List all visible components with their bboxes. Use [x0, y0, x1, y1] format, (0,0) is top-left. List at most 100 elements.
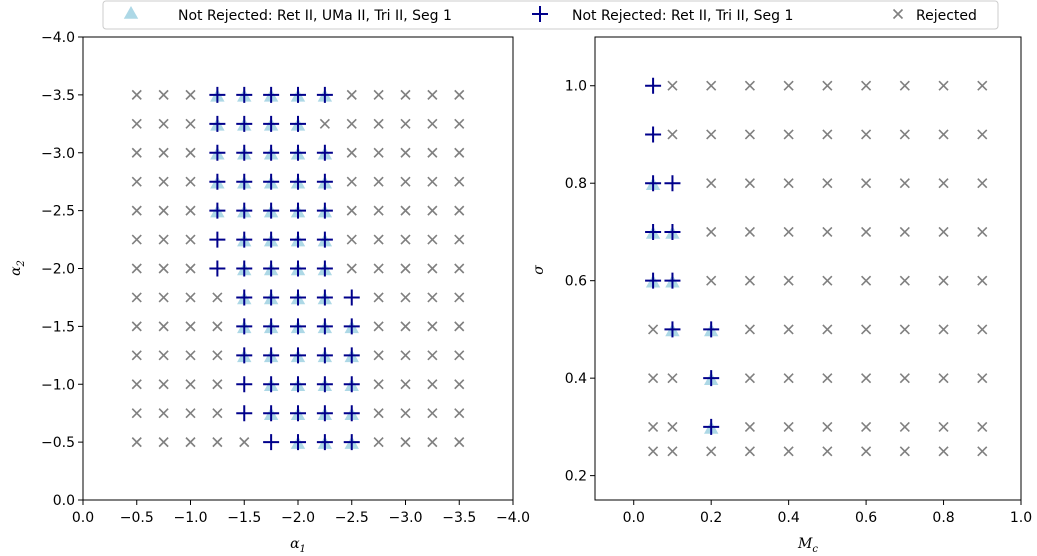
right-plus-point [664, 321, 681, 338]
left-rejected-point [427, 89, 438, 100]
left-plus-point [263, 231, 280, 248]
left-rejected-point [131, 263, 142, 274]
right-rejected-point [706, 446, 717, 457]
right-rejected-point [899, 446, 910, 457]
left-plus-point [236, 202, 253, 219]
left-rejected-point [158, 118, 169, 129]
left-rejected-point [427, 350, 438, 361]
left-plus-point [236, 144, 253, 161]
left-plus-point [209, 115, 226, 132]
right-rejected-point [822, 80, 833, 91]
left-rejected-point [373, 147, 384, 158]
left-x-tick-label: −3.5 [442, 510, 476, 526]
left-rejected-point [373, 89, 384, 100]
left-plus-point [290, 260, 306, 277]
left-rejected-point [212, 408, 223, 419]
right-rejected-point [783, 421, 794, 432]
right-rejected-point [977, 421, 988, 432]
left-rejected-point [131, 234, 142, 245]
right-rejected-point [861, 275, 872, 286]
left-plus-point [209, 144, 226, 161]
right-rejected-point [899, 129, 910, 140]
legend-plus-marker [532, 6, 548, 22]
left-plus-point [263, 405, 280, 422]
left-rejected-point [373, 205, 384, 216]
right-rejected-point [783, 275, 794, 286]
left-rejected-point [185, 205, 196, 216]
left-plus-point [316, 434, 333, 451]
left-plus-point [343, 289, 360, 306]
right-rejected-point [744, 275, 755, 286]
left-plus-point [236, 231, 253, 248]
left-plus-point [263, 289, 280, 306]
left-rejected-point [158, 379, 169, 390]
right-rejected-point [977, 324, 988, 335]
left-rejected-point [212, 321, 223, 332]
left-rejected-point [427, 263, 438, 274]
right-rejected-point [822, 421, 833, 432]
left-plus-point [343, 376, 360, 393]
left-rejected-point [239, 437, 250, 448]
left-plus-point [263, 86, 280, 103]
right-rejected-point [899, 324, 910, 335]
right-x-tick-label: 1.0 [1010, 510, 1032, 526]
left-rejected-point [427, 176, 438, 187]
right-rejected-point [744, 324, 755, 335]
right-rejected-point [706, 129, 717, 140]
right-plus-point [664, 272, 681, 289]
left-rejected-point [454, 176, 465, 187]
right-rejected-point [706, 178, 717, 189]
left-y-tick-label: 0.0 [53, 493, 75, 509]
left-rejected-point [131, 408, 142, 419]
left-rejected-point [400, 118, 411, 129]
right-rejected-point [977, 80, 988, 91]
right-axes-frame [594, 36, 1022, 501]
right-x-tick-label: 0.4 [778, 510, 800, 526]
left-rejected-point [454, 408, 465, 419]
right-x-axis-label: Mc [797, 536, 818, 555]
right-rejected-point [861, 80, 872, 91]
right-rejected-point [744, 80, 755, 91]
right-plus-point [703, 370, 720, 387]
left-y-tick-label: −2.0 [41, 262, 75, 278]
left-rejected-point [131, 379, 142, 390]
right-rejected-point [783, 446, 794, 457]
right-rejected-point [667, 129, 678, 140]
left-rejected-point [373, 234, 384, 245]
left-plus-point [290, 144, 306, 161]
left-rejected-point [158, 89, 169, 100]
left-plus-point [316, 86, 333, 103]
left-plus-point [236, 405, 253, 422]
left-plus-point [209, 231, 226, 248]
left-plus-point [263, 144, 280, 161]
right-rejected-point [648, 446, 659, 457]
right-rejected-point [861, 226, 872, 238]
left-rejected-point [427, 147, 438, 158]
right-rejected-point [899, 275, 910, 286]
left-rejected-point [373, 379, 384, 390]
legend-markers [123, 6, 904, 22]
left-rejected-point [346, 176, 357, 187]
left-rejected-point [185, 176, 196, 187]
left-rejected-point [319, 118, 330, 129]
left-y-axis-label: α2 [8, 260, 27, 276]
left-rejected-point [373, 321, 384, 332]
left-plus-point [236, 376, 253, 393]
right-rejected-point [938, 421, 949, 432]
right-rejected-point [861, 373, 872, 384]
right-rejected-point [899, 178, 910, 189]
right-rejected-point [706, 226, 717, 238]
left-x-tick-label: −2.5 [335, 510, 369, 526]
left-rejected-point [158, 263, 169, 274]
legend-frame [102, 0, 999, 30]
left-rejected-point [454, 321, 465, 332]
right-panel-markers [645, 77, 988, 457]
legend-label-subset-not-rejected: Not Rejected: Ret II, Tri II, Seg 1 [572, 8, 793, 24]
left-rejected-point [400, 379, 411, 390]
left-plus-point [290, 231, 306, 248]
left-rejected-point [427, 408, 438, 419]
right-rejected-point [938, 178, 949, 189]
left-plus-point [343, 405, 360, 422]
right-rejected-point [783, 226, 794, 238]
